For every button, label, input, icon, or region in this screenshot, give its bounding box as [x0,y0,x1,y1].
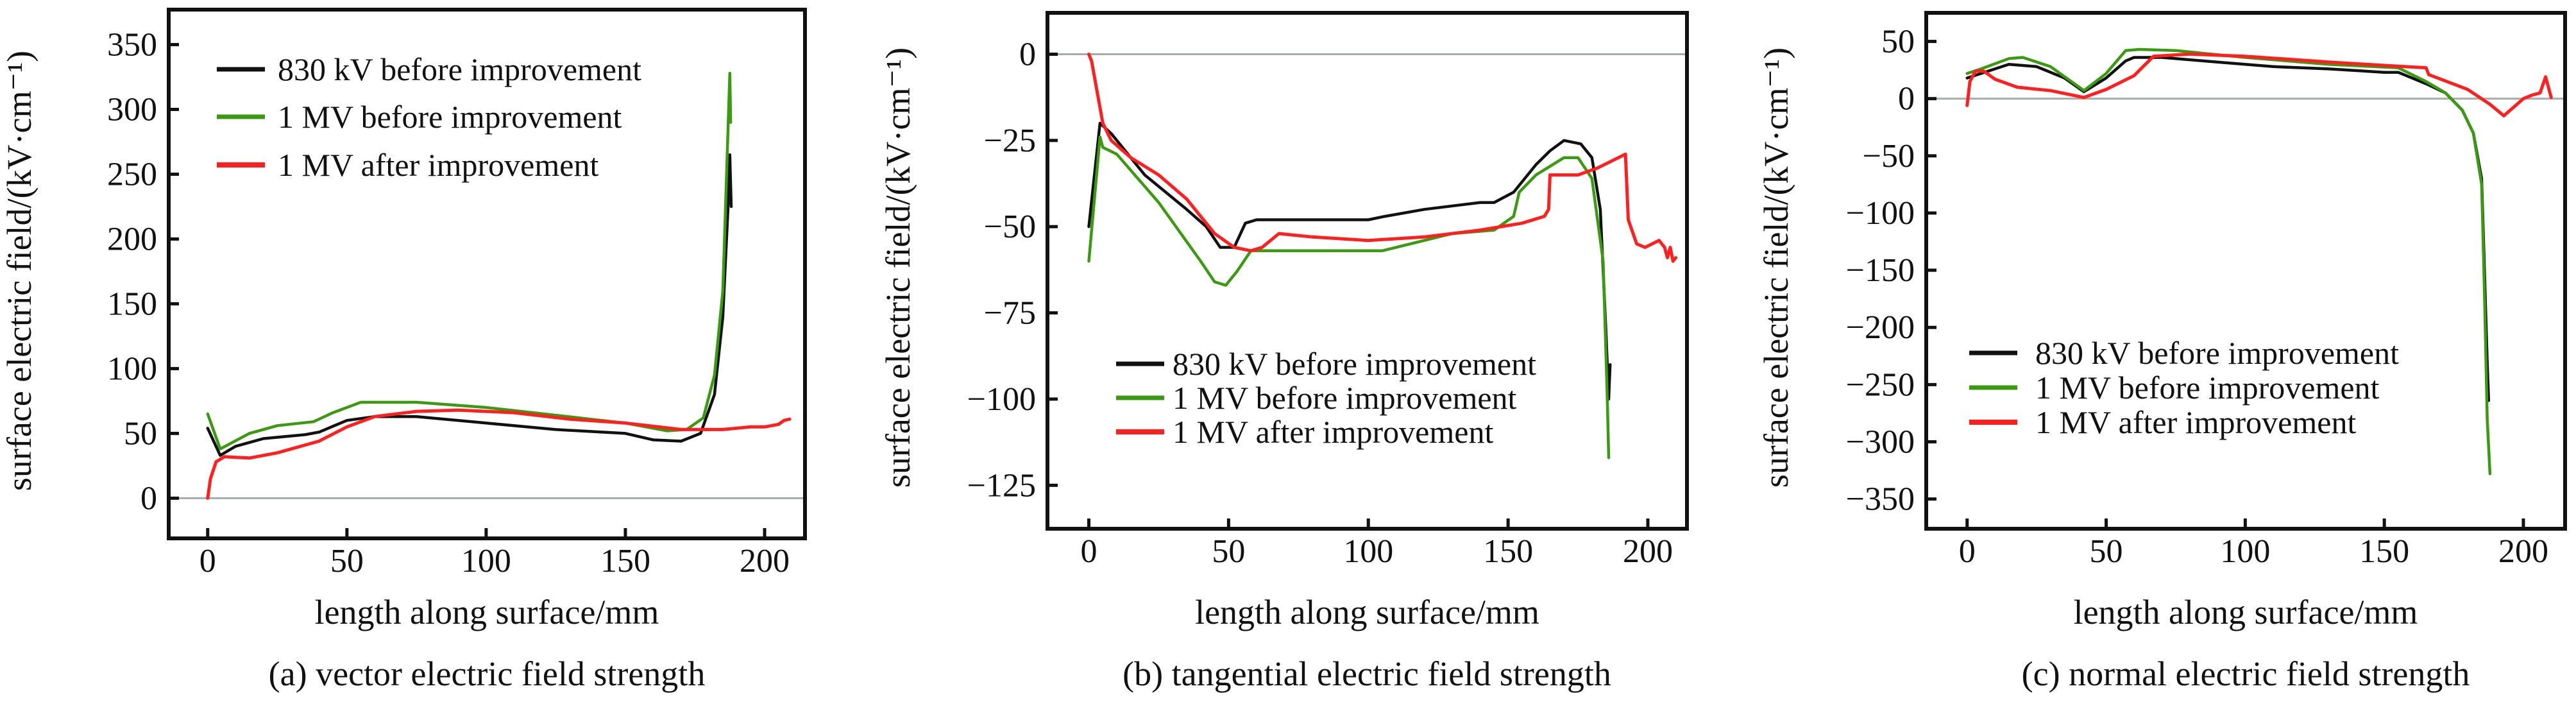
y-tick-label: −150 [1846,252,1915,289]
y-axis-label: surface electric field/(kV·cm⁻¹) [0,51,38,491]
legend-label: 830 kV before improvement [278,51,641,87]
legend-label: 1 MV after improvement [278,147,598,183]
y-tick-label: −100 [967,381,1036,418]
legend: 830 kV before improvement 1 MV before imp… [217,51,641,183]
y-tick-label: −250 [1846,366,1915,403]
x-axis-label: length along surface/mm [1195,593,1539,631]
y-tick-label: −25 [984,123,1036,159]
panel-caption: (b) tangential electric field strength [1123,655,1611,693]
legend-label: 1 MV before improvement [1173,380,1517,416]
x-tick-label: 100 [461,543,511,579]
y-tick-label: 50 [1881,24,1915,60]
legend-label: 830 kV before improvement [1173,346,1536,382]
y-tick-label: 0 [140,480,157,517]
x-tick-label: 0 [1080,533,1097,570]
x-axis-label: length along surface/mm [315,593,659,631]
series-line-1mv-after [1965,52,2553,117]
x-tick-label: 100 [1343,533,1393,570]
chart-panel-a: 0 50 100 150 200 250 300 350 0 50 100 150 200 length … [0,8,807,693]
plot-frame [1046,11,1689,531]
y-tick-label: −125 [967,467,1036,504]
y-tick-label: −50 [984,209,1036,245]
y-tick-label: −75 [984,295,1036,332]
series-line-1mv-after [206,408,792,500]
x-tick-label: 200 [740,543,790,579]
y-tick-label: −100 [1846,195,1915,232]
x-tick-label: 200 [1623,533,1673,570]
series-line-1mv-before [1087,135,1611,459]
x-tick-label: 150 [600,543,650,579]
series-line-1mv-after [1087,53,1678,263]
y-tick-label: 150 [107,286,157,322]
y-axis-label: surface electric field/(kV·cm⁻¹) [1757,47,1795,488]
panel-caption: (a) vector electric field strength [269,655,706,693]
x-tick-label: 200 [2498,533,2548,570]
series-line-1mv-before [206,71,733,450]
x-axis-label: length along surface/mm [2074,593,2418,631]
y-tick-label: 200 [107,221,157,257]
y-tick-label: 0 [1019,36,1036,73]
legend-label: 1 MV before improvement [2035,370,2380,406]
legend-label: 1 MV after improvement [1173,414,1493,450]
legend-label: 1 MV after improvement [2035,404,2356,440]
x-tick-label: 50 [1212,533,1245,570]
y-tick-label: 100 [107,350,157,387]
y-tick-label: 350 [107,27,157,64]
chart-panel-c: 50 0 −50 −100 −150 −200 −250 −300 −350 0 50 100 150 2… [1757,11,2567,693]
x-tick-label: 50 [2090,533,2123,570]
x-tick-label: 0 [199,543,216,579]
series-line-830kv-before [1087,121,1612,401]
y-tick-label: −50 [1863,138,1915,175]
y-tick-label: 250 [107,156,157,193]
legend-label: 1 MV before improvement [278,99,622,135]
plot-frame [167,8,807,540]
y-tick-label: 300 [107,92,157,128]
x-tick-label: 0 [1959,533,1976,570]
series-line-830kv-before [206,153,733,457]
y-tick-label: 50 [124,415,157,452]
y-axis-label: surface electric field/(kV·cm⁻¹) [879,47,917,488]
y-tick-label: −200 [1846,309,1915,346]
x-tick-label: 150 [2359,533,2409,570]
x-tick-label: 100 [2220,533,2270,570]
y-tick-label: 0 [1898,81,1915,117]
y-tick-label: −300 [1846,424,1915,461]
panel-caption: (c) normal electric field strength [2022,655,2470,693]
x-tick-label: 150 [1483,533,1533,570]
legend-label: 830 kV before improvement [2035,335,2399,371]
x-tick-label: 50 [330,543,364,579]
chart-panel-b: 0 −25 −50 −75 −100 −125 0 50 100 150 200 length alo… [879,11,1689,693]
y-tick-label: −350 [1846,481,1915,518]
